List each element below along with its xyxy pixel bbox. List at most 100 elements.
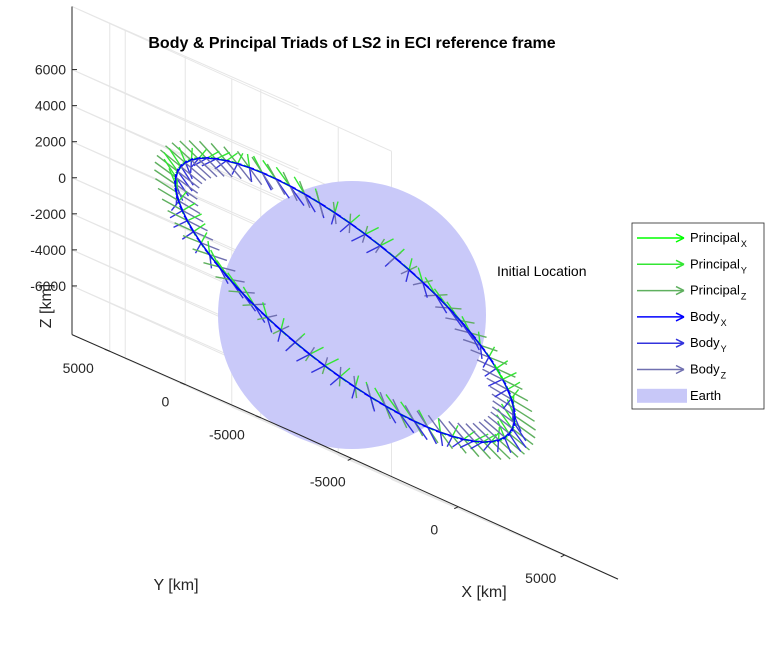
triad-arrow-68-2 bbox=[506, 388, 529, 402]
triad-arrow-2-1 bbox=[477, 331, 481, 346]
triad-arrow-26-4 bbox=[185, 162, 193, 180]
triad-arrow-41-1 bbox=[242, 286, 255, 306]
triad-arrow-33-5 bbox=[182, 209, 204, 223]
triad-arrow-35-2 bbox=[174, 222, 195, 233]
triad-arrow-15-2 bbox=[298, 180, 306, 195]
legend-sub-3: X bbox=[721, 318, 727, 328]
triad-arrow-40-2 bbox=[228, 290, 242, 293]
triad-arrow-21-1 bbox=[225, 152, 238, 162]
triad-arrow-20-1 bbox=[236, 152, 244, 165]
triad-arrow-69-2 bbox=[502, 378, 523, 391]
triad-arrow-42-2 bbox=[257, 316, 268, 321]
triad-arrow-7-5 bbox=[412, 281, 423, 286]
triad-arrow-54-4 bbox=[439, 431, 444, 447]
triad-arrow-37-2 bbox=[192, 248, 210, 256]
triad-arrow-60-1 bbox=[497, 427, 501, 440]
triad-arrow-47-1 bbox=[339, 367, 351, 378]
legend-sub-1: Y bbox=[741, 265, 747, 275]
earth-sphere bbox=[218, 181, 486, 449]
triad-arrow-68-1 bbox=[506, 381, 521, 391]
triad-arrow-19-2 bbox=[236, 150, 251, 169]
y-tick-mark-1 bbox=[180, 382, 186, 385]
triad-arrow-24-2 bbox=[179, 140, 199, 160]
triad-arrow-60-2 bbox=[498, 439, 519, 458]
triad-layer bbox=[154, 139, 536, 461]
triad-arrow-3-2 bbox=[470, 332, 487, 338]
triad-arrow-13-5 bbox=[334, 212, 337, 225]
legend-label-2: Principal bbox=[690, 283, 740, 298]
triad-arrow-36-1 bbox=[200, 232, 208, 244]
legend-label-4: Body bbox=[690, 335, 720, 350]
triad-arrow-49-5 bbox=[366, 384, 372, 397]
triad-arrow-27-3 bbox=[180, 160, 188, 168]
triad-arrow-61-5 bbox=[483, 419, 505, 438]
triad-arrow-57-2 bbox=[473, 440, 492, 460]
triad-arrow-24-5 bbox=[197, 158, 218, 178]
triad-arrow-54-1 bbox=[437, 417, 442, 433]
triad-arrow-43-2 bbox=[272, 329, 282, 335]
triad-arrow-36-5 bbox=[200, 242, 220, 251]
triad-arrow-13-2 bbox=[332, 201, 336, 214]
x-tick-label-0: -5000 bbox=[310, 473, 346, 489]
triad-arrow-1-2 bbox=[488, 356, 508, 366]
x-tick-label-1: 0 bbox=[430, 522, 438, 538]
triad-arrow-19-4 bbox=[248, 167, 253, 183]
floor-grid-y-2 bbox=[109, 350, 430, 497]
triad-arrow-64-5 bbox=[491, 406, 515, 423]
triad-arrow-25-4 bbox=[189, 160, 193, 173]
triad-arrow-53-4 bbox=[426, 426, 438, 445]
triad-arrow-32-5 bbox=[178, 200, 201, 215]
triad-arrow-59-2 bbox=[491, 440, 511, 460]
triad-arrow-62-2 bbox=[508, 432, 530, 451]
triad-arrow-62-5 bbox=[487, 415, 510, 434]
triad-arrow-5-5 bbox=[435, 306, 449, 309]
triad-arrow-67-4 bbox=[502, 398, 512, 410]
triad-arrow-69-3 bbox=[501, 379, 511, 395]
triad-arrow-36-2 bbox=[182, 234, 202, 244]
triad-arrow-25-5 bbox=[190, 159, 212, 179]
y-tick-label-2: 5000 bbox=[63, 360, 94, 376]
triad-arrow-64-2 bbox=[513, 421, 536, 439]
triad-arrow-33-1 bbox=[182, 202, 196, 212]
triad-arrow-10-4 bbox=[366, 245, 381, 254]
triad-arrow-13-4 bbox=[330, 212, 336, 225]
triad-arrow-66-2 bbox=[512, 407, 535, 422]
z-tick-label-1: 4000 bbox=[35, 98, 66, 114]
triad-arrow-8-4 bbox=[405, 269, 410, 282]
triad-arrow-19-1 bbox=[246, 153, 251, 169]
triad-arrow-21-5 bbox=[225, 160, 242, 180]
triad-arrow-59-3 bbox=[480, 440, 492, 444]
triad-arrow-7-4 bbox=[422, 282, 428, 298]
triad-arrow-12-5 bbox=[348, 223, 351, 234]
chart-title: Body & Principal Triads of LS2 in ECI re… bbox=[148, 35, 555, 52]
triad-arrow-57-3 bbox=[460, 438, 475, 442]
triad-arrow-29-1 bbox=[163, 158, 177, 179]
legend-sub-0: X bbox=[741, 239, 747, 249]
triad-arrow-63-5 bbox=[490, 411, 513, 429]
triad-arrow-49-4 bbox=[369, 396, 376, 412]
triad-arrow-69-1 bbox=[502, 372, 517, 380]
triad-arrow-61-1 bbox=[497, 420, 505, 438]
triad-arrow-50-5 bbox=[379, 391, 386, 406]
triad-arrow-43-4 bbox=[277, 329, 282, 342]
triad-arrow-52-5 bbox=[404, 405, 415, 422]
triad-arrow-39-2 bbox=[215, 276, 231, 281]
triad-arrow-62-4 bbox=[508, 432, 522, 452]
triad-arrow-33-2 bbox=[161, 198, 184, 212]
triad-arrow-25-1 bbox=[190, 147, 193, 161]
triad-arrow-54-2 bbox=[439, 431, 454, 450]
triad-arrow-64-4 bbox=[513, 421, 527, 442]
triad-arrow-34-4 bbox=[173, 220, 188, 228]
triad-arrow-29-5 bbox=[175, 177, 199, 194]
triad-arrow-26-5 bbox=[185, 162, 207, 181]
triad-arrow-7-2 bbox=[422, 279, 433, 284]
triad-arrow-27-5 bbox=[180, 166, 203, 185]
triad-arrow-35-1 bbox=[193, 223, 206, 233]
triad-arrow-61-4 bbox=[503, 436, 512, 454]
triad-arrow-42-4 bbox=[266, 317, 273, 333]
triad-arrow-58-5 bbox=[465, 423, 484, 443]
triad-arrow-68-5 bbox=[486, 377, 508, 391]
triad-arrow-20-4 bbox=[231, 163, 239, 175]
